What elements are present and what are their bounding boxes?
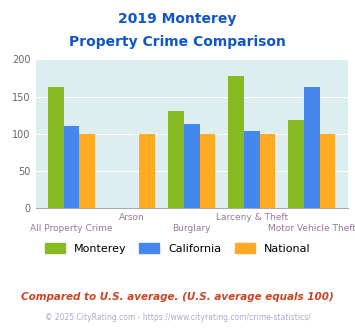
Legend: Monterey, California, National: Monterey, California, National [40,239,315,258]
Bar [260,134,275,208]
Bar [140,134,155,208]
Text: Larceny & Theft: Larceny & Theft [216,213,288,222]
Text: © 2025 CityRating.com - https://www.cityrating.com/crime-statistics/: © 2025 CityRating.com - https://www.city… [45,313,310,322]
Bar [200,134,215,208]
Text: 2019 Monterey: 2019 Monterey [118,12,237,25]
Text: Arson: Arson [119,213,144,222]
Bar [320,134,335,208]
Bar [304,87,320,208]
Text: Motor Vehicle Theft: Motor Vehicle Theft [268,224,355,233]
Text: All Property Crime: All Property Crime [30,224,113,233]
Text: Burglary: Burglary [173,224,211,233]
Text: Compared to U.S. average. (U.S. average equals 100): Compared to U.S. average. (U.S. average … [21,292,334,302]
Bar [288,119,304,208]
Bar [64,126,80,208]
Bar [184,124,200,208]
Bar [80,134,95,208]
Bar [168,112,184,208]
Bar [244,131,260,208]
Bar [228,77,244,208]
Text: Property Crime Comparison: Property Crime Comparison [69,35,286,49]
Bar [48,87,64,208]
